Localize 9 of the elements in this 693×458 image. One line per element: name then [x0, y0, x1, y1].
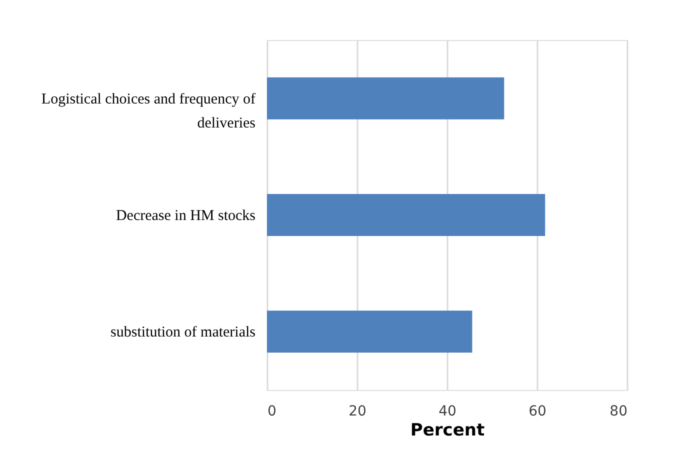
x-tick-label: 20 — [348, 404, 366, 420]
x-tick-label: 0 — [268, 404, 276, 420]
x-tick-label: 40 — [438, 404, 456, 420]
y-tick-label: substitution of materials — [110, 324, 256, 341]
x-tick-label: 80 — [610, 404, 628, 420]
y-tick-label: Logistical choices and frequency of deliveries — [41, 91, 256, 132]
x-axis-title: Percent — [410, 420, 485, 440]
y-tick-label: Decrease in HM stocks — [116, 208, 256, 224]
x-tick-label: 60 — [528, 404, 546, 420]
